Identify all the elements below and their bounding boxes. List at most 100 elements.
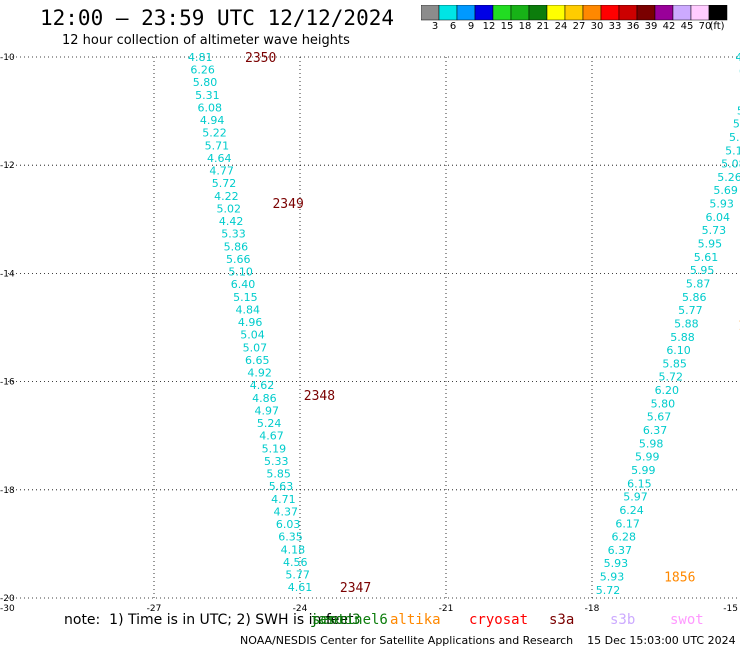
legend-jason3: jason3 [310, 612, 361, 628]
wave-height-label: 5.69 [713, 184, 738, 197]
footer-credit: NOAA/NESDIS Center for Satellite Applica… [240, 634, 736, 647]
color-bin-label: 6 [449, 21, 457, 32]
wave-height-label: 5.95 [698, 238, 723, 251]
page-subtitle: 12 hour collection of altimeter wave hei… [62, 33, 350, 48]
wave-height-label: 5.66 [226, 253, 251, 266]
lat-tick-label: -18 [0, 486, 15, 496]
wave-height-label: 6.35 [278, 531, 303, 544]
pass-time-label: 2350 [245, 51, 276, 66]
lat-tick-label: -12 [0, 161, 15, 171]
wave-height-label: 5.98 [639, 437, 664, 450]
wave-height-label: 4.61 [288, 581, 313, 594]
satellite-track: 4.955.605.215.245.385.255.675.125.085.26… [596, 104, 740, 597]
wave-height-label: 4.64 [207, 152, 232, 165]
lon-tick-label: -21 [439, 604, 454, 614]
color-bin-label: 24 [554, 21, 568, 32]
wave-height-label: 5.67 [647, 411, 672, 424]
pass-time-label: 1855 [738, 319, 740, 334]
color-bin-label: 27 [572, 21, 586, 32]
color-bin-label: 21 [536, 21, 550, 32]
lon-tick-label: -24 [293, 604, 308, 614]
lat-tick-label: -10 [0, 53, 15, 63]
wave-height-label: 5.33 [264, 455, 289, 468]
wave-height-label: 4.62 [250, 379, 275, 392]
wave-height-label: 5.85 [662, 357, 687, 370]
wave-height-label: 5.80 [193, 76, 218, 89]
color-scale-bar [421, 5, 728, 21]
wave-height-label: 4.84 [235, 303, 260, 316]
color-bin-label: 33 [608, 21, 622, 32]
wave-height-label: 5.25 [733, 118, 740, 131]
wave-height-label: 5.26 [717, 171, 740, 184]
pass-time-label: 2349 [272, 197, 303, 212]
legend-s3a: s3a [549, 612, 575, 628]
wave-height-label: 5.31 [195, 89, 220, 102]
color-scale-unit: (ft) [709, 21, 725, 32]
wave-height-label: 4.86 [252, 392, 277, 405]
wave-height-label: 5.88 [674, 317, 699, 330]
lon-tick-label: -30 [0, 604, 15, 614]
wave-height-label: 5.86 [224, 240, 249, 253]
wave-height-label: 5.15 [233, 291, 258, 304]
wave-height-label: 6.04 [706, 211, 731, 224]
wave-height-label: 4.93 [735, 51, 740, 64]
wave-height-label: 5.77 [285, 569, 310, 582]
satellite-track: 4.936.035.305.535.254.775.485.045.596.24… [735, 51, 740, 78]
wave-height-label: 5.97 [623, 491, 648, 504]
wave-height-label: 6.03 [276, 518, 301, 531]
wave-height-label: 5.80 [651, 397, 676, 410]
wave-height-label: 4.22 [214, 190, 239, 203]
wave-height-label: 5.72 [212, 177, 237, 190]
wave-height-label: 4.96 [238, 316, 263, 329]
page-title: 12:00 – 23:59 UTC 12/12/2024 [40, 6, 395, 30]
wave-height-label: 5.22 [202, 127, 227, 140]
legend-sentinel6: sentinel6 [312, 612, 388, 628]
wave-height-label: 5.12 [725, 144, 740, 157]
lat-tick-label: -16 [0, 378, 15, 388]
wave-height-label: 5.02 [216, 202, 241, 215]
wave-height-label: 4.81 [188, 51, 213, 64]
note-text: note: 1) Time is in UTC; 2) SWH is in fe… [64, 612, 354, 628]
wave-height-label: 4.56 [283, 556, 308, 569]
wave-height-label: 5.93 [600, 571, 625, 584]
wave-height-label: 4.37 [273, 505, 298, 518]
pass-time-label: 1856 [664, 570, 695, 585]
color-bin-label: 18 [518, 21, 532, 32]
lat-tick-label: -14 [0, 269, 15, 279]
wave-height-label: 6.17 [615, 517, 640, 530]
wave-height-label: 6.24 [619, 504, 644, 517]
wave-height-label: 5.86 [682, 291, 707, 304]
wave-height-label: 5.67 [729, 131, 740, 144]
wave-height-label: 5.77 [678, 304, 703, 317]
color-bin [708, 5, 728, 21]
lon-tick-label: -15 [723, 604, 738, 614]
lat-tick-label: -20 [0, 594, 15, 604]
wave-height-label: 4.92 [247, 367, 272, 380]
wave-height-label: 6.37 [608, 544, 633, 557]
wave-height-label: 5.07 [243, 341, 268, 354]
wave-height-label: 6.20 [655, 384, 680, 397]
wave-height-label: 4.42 [219, 215, 244, 228]
color-bin-label: 39 [644, 21, 658, 32]
wave-height-label: 6.65 [245, 354, 270, 367]
wave-height-label: 5.73 [702, 224, 727, 237]
wave-height-label: 5.63 [269, 480, 294, 493]
wave-height-label: 4.94 [200, 114, 225, 127]
lon-tick-label: -18 [585, 604, 600, 614]
wave-height-label: 5.10 [228, 266, 253, 279]
color-bin-label: 42 [662, 21, 676, 32]
wave-height-label: 5.04 [240, 329, 265, 342]
wave-height-label: 5.72 [596, 584, 621, 597]
wave-height-label: 5.38 [737, 104, 740, 117]
color-bin-label: 36 [626, 21, 640, 32]
wave-height-label: 6.40 [231, 278, 256, 291]
wave-height-label: 5.61 [694, 251, 719, 264]
wave-height-label: 6.37 [643, 424, 668, 437]
wave-height-label: 5.95 [690, 264, 715, 277]
wave-height-label: 5.88 [670, 331, 695, 344]
wave-height-label: 6.26 [190, 64, 215, 77]
wave-height-label: 5.19 [262, 442, 287, 455]
satellite-track: 4.816.265.805.316.084.945.225.714.644.77… [188, 51, 312, 594]
wave-height-label: 4.71 [271, 493, 296, 506]
